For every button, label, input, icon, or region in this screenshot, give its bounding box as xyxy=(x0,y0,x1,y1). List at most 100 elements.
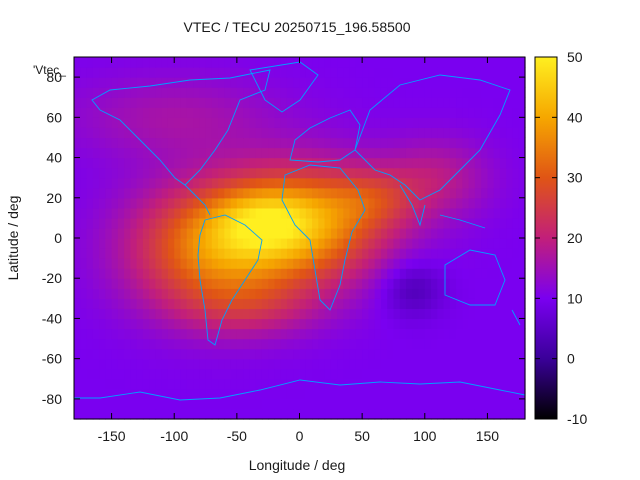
heatmap-cell xyxy=(224,358,232,370)
heatmap-cell xyxy=(199,368,207,380)
heatmap-cell xyxy=(105,348,113,360)
heatmap-cell xyxy=(280,358,288,370)
heatmap-cell xyxy=(86,328,94,340)
heatmap-cell xyxy=(518,137,526,149)
heatmap-cell xyxy=(468,408,476,420)
heatmap-cell xyxy=(374,197,382,209)
heatmap-cell xyxy=(74,187,81,199)
heatmap-cell xyxy=(255,227,263,239)
heatmap-cell xyxy=(243,177,250,189)
heatmap-cell xyxy=(387,67,395,78)
coast-europe xyxy=(289,109,361,163)
heatmap-cell xyxy=(462,77,470,88)
heatmap-cell xyxy=(249,268,257,279)
heatmap-cell xyxy=(481,147,489,159)
heatmap-cell xyxy=(324,328,332,340)
heatmap-cell xyxy=(142,378,150,390)
heatmap-cell xyxy=(418,57,426,68)
heatmap-cell xyxy=(130,368,138,380)
heatmap-cell xyxy=(230,127,238,139)
heatmap-cell xyxy=(180,67,188,78)
heatmap-cell xyxy=(224,318,232,330)
heatmap-cell xyxy=(368,318,376,330)
heatmap-cell xyxy=(117,378,125,390)
heatmap-cell xyxy=(487,147,495,159)
heatmap-cell xyxy=(380,268,388,279)
heatmap-cell xyxy=(299,167,307,179)
heatmap-cell xyxy=(355,378,363,390)
heatmap-cell xyxy=(456,348,463,360)
heatmap-cell xyxy=(180,348,188,360)
heatmap-cell xyxy=(268,97,276,108)
heatmap-cell xyxy=(199,147,207,159)
heatmap-cell xyxy=(211,107,219,118)
heatmap-cell xyxy=(80,197,88,209)
heatmap-cell xyxy=(186,97,194,108)
heatmap-cell xyxy=(324,197,332,209)
heatmap-cell xyxy=(111,258,119,269)
heatmap-cell xyxy=(512,227,520,239)
heatmap-cell xyxy=(286,258,294,269)
heatmap-cell xyxy=(318,318,326,330)
heatmap-cell xyxy=(149,97,157,108)
heatmap-cell xyxy=(330,77,338,88)
heatmap-cell xyxy=(330,308,338,320)
heatmap-cell xyxy=(92,57,100,68)
heatmap-cell xyxy=(218,288,225,299)
heatmap-cell xyxy=(86,388,94,400)
heatmap-cell xyxy=(136,137,144,149)
heatmap-cell xyxy=(111,308,119,320)
heatmap-cell xyxy=(155,388,163,400)
heatmap-cell xyxy=(324,227,332,239)
heatmap-cell xyxy=(86,217,94,229)
heatmap-cell xyxy=(405,67,413,78)
heatmap-cell xyxy=(418,398,426,410)
heatmap-cell xyxy=(130,388,138,400)
heatmap-cell xyxy=(249,278,257,289)
heatmap-cell xyxy=(274,157,282,169)
heatmap-cell xyxy=(167,87,175,98)
heatmap-cell xyxy=(299,268,307,279)
heatmap-cell xyxy=(324,338,332,350)
heatmap-cell xyxy=(499,328,507,340)
heatmap-cell xyxy=(136,328,144,340)
heatmap-cell xyxy=(424,147,432,159)
heatmap-cell xyxy=(355,278,363,289)
heatmap-cell xyxy=(374,288,382,299)
heatmap-cell xyxy=(230,57,238,68)
heatmap-cell xyxy=(74,248,81,259)
heatmap-cell xyxy=(337,87,344,98)
heatmap-cell xyxy=(431,238,438,249)
heatmap-cell xyxy=(74,238,81,249)
y-tick-label: -20 xyxy=(42,270,62,286)
heatmap-cell xyxy=(299,328,307,340)
heatmap-cell xyxy=(299,137,307,149)
heatmap-cell xyxy=(330,137,338,149)
heatmap-cell xyxy=(493,127,501,139)
heatmap-cell xyxy=(405,338,413,350)
heatmap-cell xyxy=(236,318,244,330)
heatmap-cell xyxy=(105,197,113,209)
heatmap-cell xyxy=(412,348,420,360)
heatmap-cell xyxy=(387,137,395,149)
heatmap-cell xyxy=(180,227,188,239)
heatmap-cell xyxy=(142,167,150,179)
heatmap-cell xyxy=(449,207,457,219)
heatmap-cell xyxy=(499,268,507,279)
heatmap-cell xyxy=(193,358,200,370)
heatmap-cell xyxy=(205,127,213,139)
heatmap-cell xyxy=(261,258,269,269)
heatmap-cell xyxy=(499,298,507,309)
heatmap-cell xyxy=(230,358,238,370)
heatmap-cell xyxy=(111,197,119,209)
heatmap-cell xyxy=(111,67,119,78)
heatmap-cell xyxy=(180,358,188,370)
heatmap-cell xyxy=(136,308,144,320)
heatmap-cell xyxy=(493,238,501,249)
heatmap-cell xyxy=(92,117,100,128)
heatmap-cell xyxy=(462,318,470,330)
heatmap-cell xyxy=(368,97,376,108)
heatmap-cell xyxy=(130,268,138,279)
heatmap-cell xyxy=(474,127,482,139)
heatmap-cell xyxy=(86,197,94,209)
